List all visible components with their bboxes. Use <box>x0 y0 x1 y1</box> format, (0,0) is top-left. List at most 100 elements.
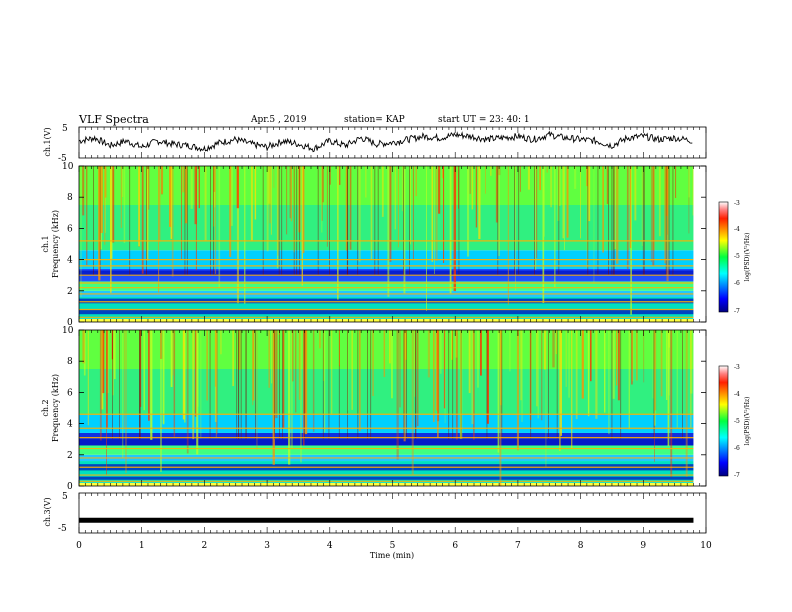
spectrogram-streak <box>391 330 393 399</box>
spectrogram-streak <box>160 330 162 472</box>
spectrogram-streak <box>534 166 535 276</box>
spectrogram-streak <box>448 330 450 440</box>
spectrogram-streak <box>102 330 105 394</box>
figure-title: VLF Spectra <box>78 113 149 126</box>
spectrogram-streak <box>292 330 294 382</box>
spectrogram-streak <box>486 330 489 424</box>
spectrogram-streak <box>389 330 391 364</box>
ch2-colorbar-tick: -6 <box>734 445 740 452</box>
spectrogram-streak <box>406 330 407 440</box>
y-tick-label: 2 <box>67 287 73 297</box>
spectrogram-streak <box>498 166 501 176</box>
spectrogram-streak <box>427 330 430 378</box>
spectrogram-streak <box>665 166 667 276</box>
spectrogram-streak <box>296 166 298 276</box>
spectrogram-streak <box>209 330 211 440</box>
spectrogram-streak <box>170 330 173 387</box>
spectrogram-streak <box>148 330 150 421</box>
spectrogram-streak <box>568 330 570 398</box>
spectrogram-streak <box>381 166 384 217</box>
spectrogram-streak <box>80 166 82 297</box>
spectrogram-streak <box>546 166 548 173</box>
spectrogram-streak <box>666 166 669 282</box>
spectrogram-streak <box>541 330 543 421</box>
spectrogram-streak <box>304 330 308 435</box>
spectrogram-streak <box>520 330 523 401</box>
x-tick-label: 3 <box>264 541 270 551</box>
ch2-colorbar-label: log(PSD)(V²/Hz) <box>744 397 751 446</box>
spectrogram-streak <box>351 330 353 410</box>
spectrogram-streak <box>612 330 615 399</box>
spectrogram-streak <box>426 166 427 311</box>
spectrogram-streak <box>469 166 471 194</box>
spectrogram-streak <box>172 330 174 376</box>
spectrogram-streak <box>452 330 454 440</box>
start-ut-label: start UT = 23: 40: 1 <box>438 115 530 125</box>
y-tick-label: 8 <box>67 357 73 367</box>
spectrogram-streak <box>485 166 486 194</box>
ch3-voltage-ylabel: ch.3(V) <box>43 497 52 526</box>
spectrogram-streak <box>271 330 273 384</box>
spectrogram-streak <box>453 166 456 292</box>
spectrogram-streak <box>140 330 141 440</box>
spectrogram-streak <box>397 166 399 248</box>
spectrogram-streak <box>171 166 174 277</box>
spectrogram-streak <box>597 166 599 276</box>
spectrogram-streak <box>556 330 558 440</box>
spectrogram-streak <box>534 166 537 270</box>
spectrogram-streak <box>337 166 339 300</box>
spectrogram-streak <box>186 166 188 276</box>
spectrogram-streak <box>347 166 349 276</box>
spectrogram-streak <box>629 166 632 248</box>
spectrogram-streak <box>507 166 509 305</box>
spectrogram-streak <box>550 166 552 208</box>
spectrogram-streak <box>443 330 446 409</box>
spectrogram-streak <box>608 166 609 276</box>
spectrogram-streak <box>268 330 270 388</box>
spectrogram-streak <box>186 330 189 454</box>
spectrogram-streak <box>236 166 239 304</box>
spectrogram-streak <box>204 166 207 241</box>
spectrogram-streak <box>299 166 300 276</box>
spectrogram-streak <box>558 166 561 206</box>
spectrogram-streak <box>87 330 89 426</box>
ch1-spectrogram <box>79 166 706 322</box>
spectrogram-streak <box>122 166 124 197</box>
ch2-colorbar: -3 -4 -5 -6 -7 log(PSD)(V²/Hz) <box>718 364 751 479</box>
spectrogram-streak <box>129 166 131 276</box>
spectrogram-streak <box>620 330 622 440</box>
spectrogram-streak <box>412 166 414 261</box>
spectrogram-streak <box>123 166 126 243</box>
spectrogram-streak <box>435 166 438 262</box>
spectrogram-cell <box>79 309 694 315</box>
spectrogram-streak <box>660 330 663 397</box>
spectrogram-streak <box>632 330 634 382</box>
spectrogram-streak <box>688 166 690 234</box>
spectrogram-streak <box>616 166 619 264</box>
spectrogram-streak <box>184 330 186 423</box>
spectrogram-streak <box>668 166 670 276</box>
spectrogram-streak <box>403 166 406 294</box>
spectrogram-streak <box>555 330 557 355</box>
spectrogram-streak <box>210 166 211 276</box>
spectrogram-streak <box>586 166 589 268</box>
spectrogram-streak <box>451 330 453 360</box>
spectrogram-streak <box>497 330 500 453</box>
spectrogram-streak <box>295 330 297 413</box>
spectrogram-streak <box>367 330 368 440</box>
spectrogram-streak <box>338 330 340 440</box>
spectrogram-streak <box>613 166 615 276</box>
spectrogram-streak <box>119 330 120 440</box>
spectrogram-streak <box>146 166 147 276</box>
spectrogram-streak <box>101 330 104 410</box>
spectrogram-streak <box>490 166 492 176</box>
spectrogram-streak <box>277 166 279 256</box>
spectrogram-streak <box>587 166 589 276</box>
spectrogram-streak <box>670 330 673 477</box>
spectrogram-streak <box>611 166 613 276</box>
spectrogram-streak <box>500 330 502 406</box>
spectrogram-streak <box>521 330 523 422</box>
spectrogram-streak <box>99 330 102 441</box>
time-axis-ticks: 0 1 2 3 4 5 6 7 8 9 10 <box>76 541 712 551</box>
spectrogram-streak <box>536 330 538 407</box>
